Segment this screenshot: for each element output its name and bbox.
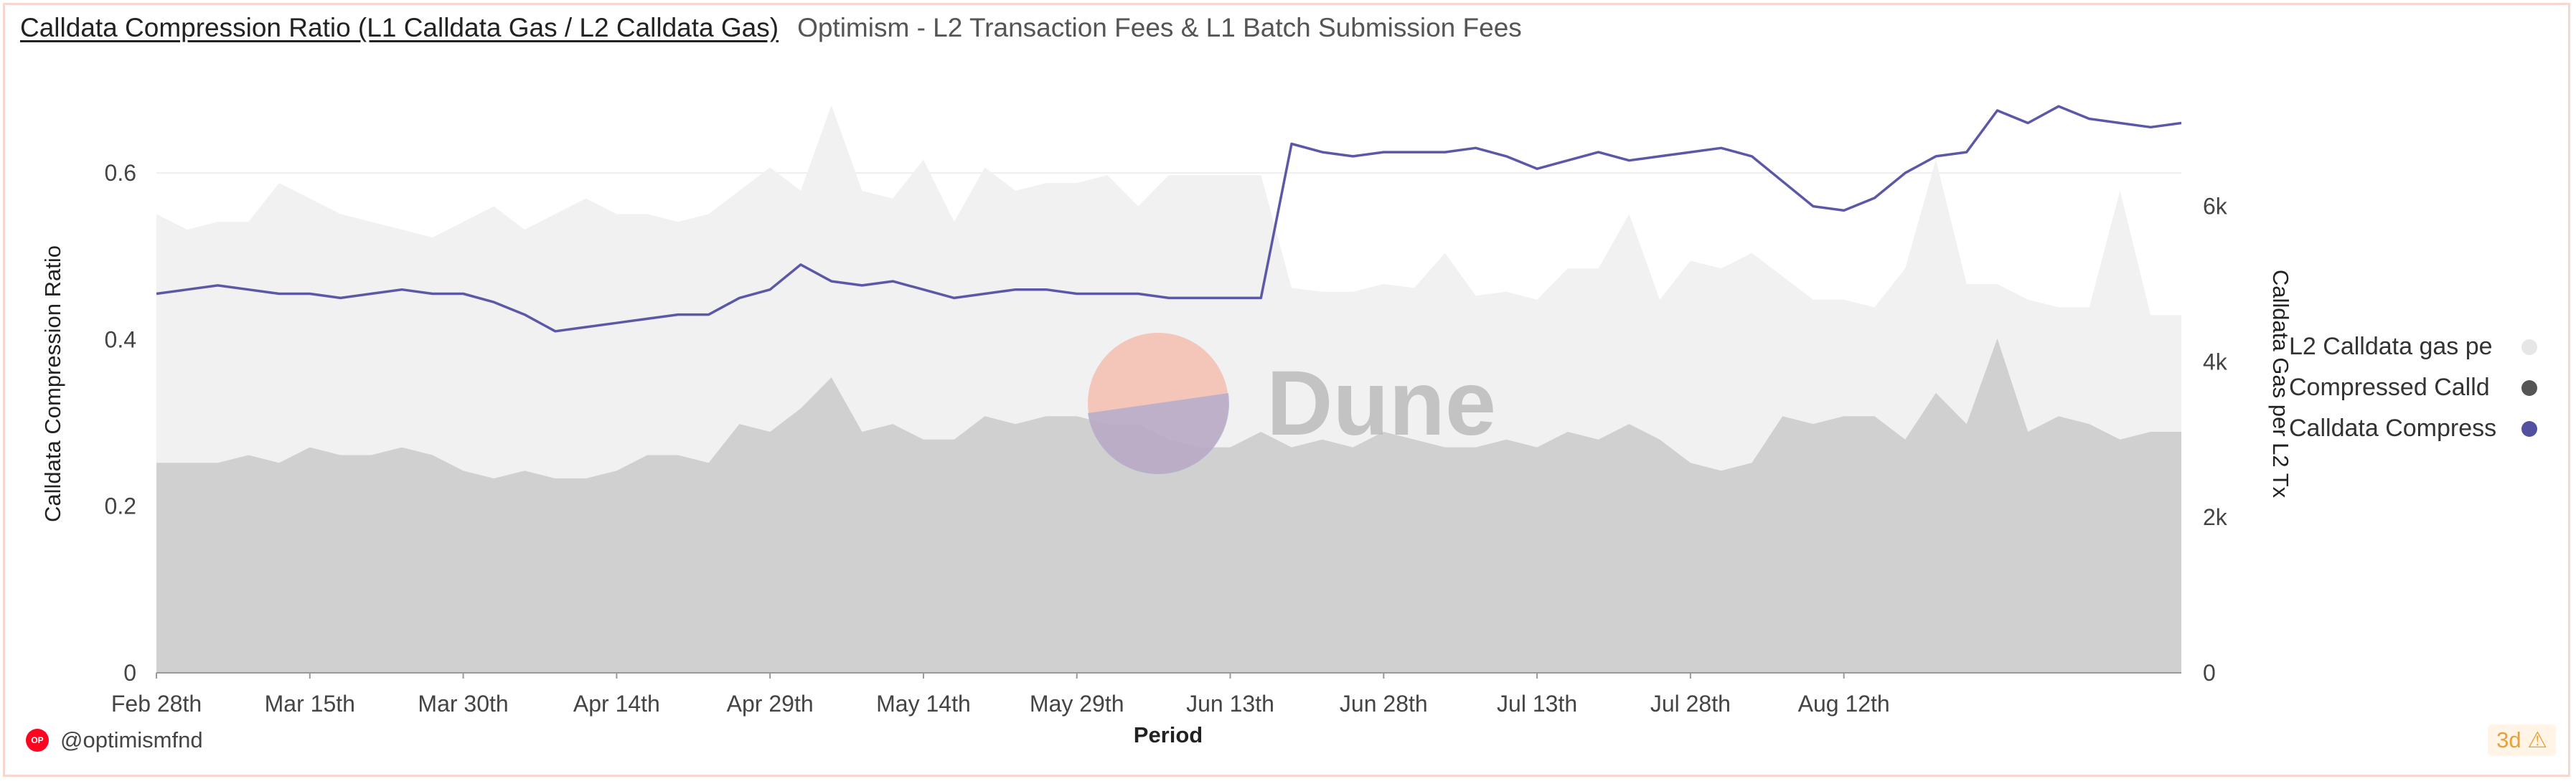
x-axis-title: Period	[1134, 722, 1203, 747]
author-handle: @optimismfnd	[60, 727, 203, 752]
compressed-calldata-area	[156, 338, 2181, 673]
watermark: Dune	[1088, 333, 1496, 474]
right-tick-label: 0	[2203, 660, 2216, 686]
freshness-text: 3d	[2496, 727, 2521, 752]
right-y-axis: 0 2k 4k 6k	[2203, 194, 2228, 686]
left-tick-label: 0	[123, 660, 136, 686]
right-tick-label: 6k	[2203, 194, 2228, 219]
x-tick-label: May 14th	[876, 691, 971, 717]
freshness-badge[interactable]: 3d ⚠	[2488, 724, 2556, 756]
legend-label: Calldata Compress	[2289, 415, 2497, 442]
x-tick-label: Aug 12th	[1798, 691, 1890, 717]
legend-item-compression-ratio[interactable]: Calldata Compress	[2289, 408, 2537, 449]
chart-title-link[interactable]: Calldata Compression Ratio (L1 Calldata …	[20, 13, 779, 42]
legend-dot-icon	[2521, 339, 2537, 355]
x-tick-label: Jul 13th	[1497, 691, 1577, 717]
left-y-axis: 0 0.2 0.4 0.6	[105, 160, 136, 686]
x-tick-label: May 29th	[1030, 691, 1124, 717]
legend-item-l2-calldata[interactable]: L2 Calldata gas pe	[2289, 326, 2537, 367]
watermark-logo-shade	[1088, 393, 1229, 474]
legend-dot-icon	[2521, 379, 2537, 396]
right-tick-label: 4k	[2203, 349, 2228, 374]
legend-item-compressed-calldata[interactable]: Compressed Calld	[2289, 367, 2537, 408]
left-tick-label: 0.2	[105, 493, 136, 519]
x-tick-label: Apr 14th	[573, 691, 660, 717]
legend-label: L2 Calldata gas pe	[2289, 333, 2493, 360]
left-axis-title: Calldata Compression Ratio	[40, 245, 65, 522]
left-tick-label: 0.4	[105, 326, 136, 352]
x-tick-label: Apr 29th	[727, 691, 814, 717]
x-tick-label: Jul 28th	[1650, 691, 1731, 717]
x-tick-label: Jun 13th	[1186, 691, 1274, 717]
watermark-text: Dune	[1266, 352, 1496, 455]
footer-author[interactable]: OP @optimismfnd	[26, 727, 203, 753]
legend-label: Compressed Calld	[2289, 374, 2490, 401]
chart-subtitle: Optimism - L2 Transaction Fees & L1 Batc…	[797, 13, 1522, 42]
legend-dot-icon	[2521, 420, 2537, 437]
x-tick-label: Mar 30th	[418, 691, 508, 717]
x-axis: Feb 28th Mar 15th Mar 30th Apr 14th Apr 29th…	[111, 673, 1890, 717]
legend: L2 Calldata gas pe Compressed Calld Call…	[2289, 326, 2537, 449]
right-axis-title: Calldata Gas per L2 Tx	[2268, 270, 2293, 499]
chart-header: Calldata Compression Ratio (L1 Calldata …	[20, 13, 1522, 43]
warning-icon: ⚠	[2527, 727, 2547, 752]
x-tick-label: Mar 15th	[265, 691, 355, 717]
left-tick-label: 0.6	[105, 160, 136, 186]
x-tick-label: Jun 28th	[1340, 691, 1428, 717]
right-tick-label: 2k	[2203, 504, 2228, 530]
optimism-logo-icon: OP	[26, 729, 49, 752]
x-tick-label: Feb 28th	[111, 691, 202, 717]
compression-ratio-line	[156, 105, 2182, 333]
